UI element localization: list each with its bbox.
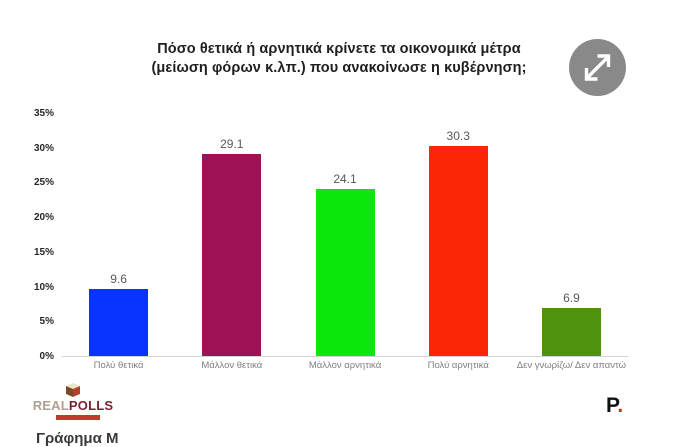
y-tick-label: 25% <box>33 177 54 189</box>
expand-icon <box>569 39 626 96</box>
bar-value-label: 29.1 <box>220 136 244 151</box>
x-axis-labels: Πολύ θετικά Μάλλον θετικά Μάλλον αρνητικά Π… <box>62 360 628 371</box>
y-tick-label: 0% <box>39 351 54 362</box>
bar-column: 30.3 <box>402 113 515 356</box>
bar[interactable] <box>541 308 601 356</box>
bar[interactable] <box>89 289 149 356</box>
y-tick-label: 20% <box>33 212 54 224</box>
bar-column: 9.6 <box>62 113 175 356</box>
x-axis-label: Πολύ θετικά <box>93 360 144 371</box>
bar-value-label: 24.1 <box>333 171 357 186</box>
realpolls-wordmark: REALPOLLS <box>33 399 114 413</box>
realpolls-tagline-bar <box>56 415 100 420</box>
y-tick-label: 10% <box>33 281 54 293</box>
y-axis: 35% 30% 25% 20% 15% 10% 5% 0% <box>0 108 54 362</box>
protagon-letter: P <box>606 394 618 417</box>
x-axis-label: Δεν γνωρίζω/ Δεν απαντώ <box>516 360 627 371</box>
bar-value-label: 6.9 <box>563 291 580 306</box>
bar[interactable] <box>315 188 375 356</box>
bar[interactable] <box>202 153 262 356</box>
x-axis-label: Πολύ αρνητικά <box>427 360 489 371</box>
realpolls-logo: REALPOLLS <box>30 383 116 433</box>
bar-column: 6.9 <box>515 113 628 356</box>
bottom-caption: Γράφημα Μ <box>36 430 119 447</box>
bar[interactable] <box>428 145 488 356</box>
y-tick-label: 35% <box>33 108 54 119</box>
realpolls-polls-text: POLLS <box>68 398 114 413</box>
y-tick-label: 15% <box>33 246 54 258</box>
plot-area: 9.6 29.1 24.1 30.3 6.9 <box>62 113 628 357</box>
y-tick-label: 30% <box>33 142 54 154</box>
bar-value-label: 30.3 <box>446 128 470 143</box>
y-tick-label: 5% <box>39 316 54 328</box>
realpolls-cube-icon <box>62 383 84 398</box>
realpolls-real-text: REAL <box>32 398 69 413</box>
protagon-dot: . <box>617 394 624 417</box>
bar-column: 24.1 <box>288 113 401 356</box>
x-axis-label: Μάλλον θετικά <box>201 360 263 371</box>
bar-column: 29.1 <box>175 113 288 356</box>
protagon-logo: P. <box>606 394 623 418</box>
x-axis-label: Μάλλον αρνητικά <box>308 360 382 371</box>
chart-title: Πόσο θετικά ή αρνητικά κρίνετε τα οικονο… <box>151 41 527 76</box>
bar-value-label: 9.6 <box>110 272 127 287</box>
expand-button[interactable] <box>569 39 626 96</box>
